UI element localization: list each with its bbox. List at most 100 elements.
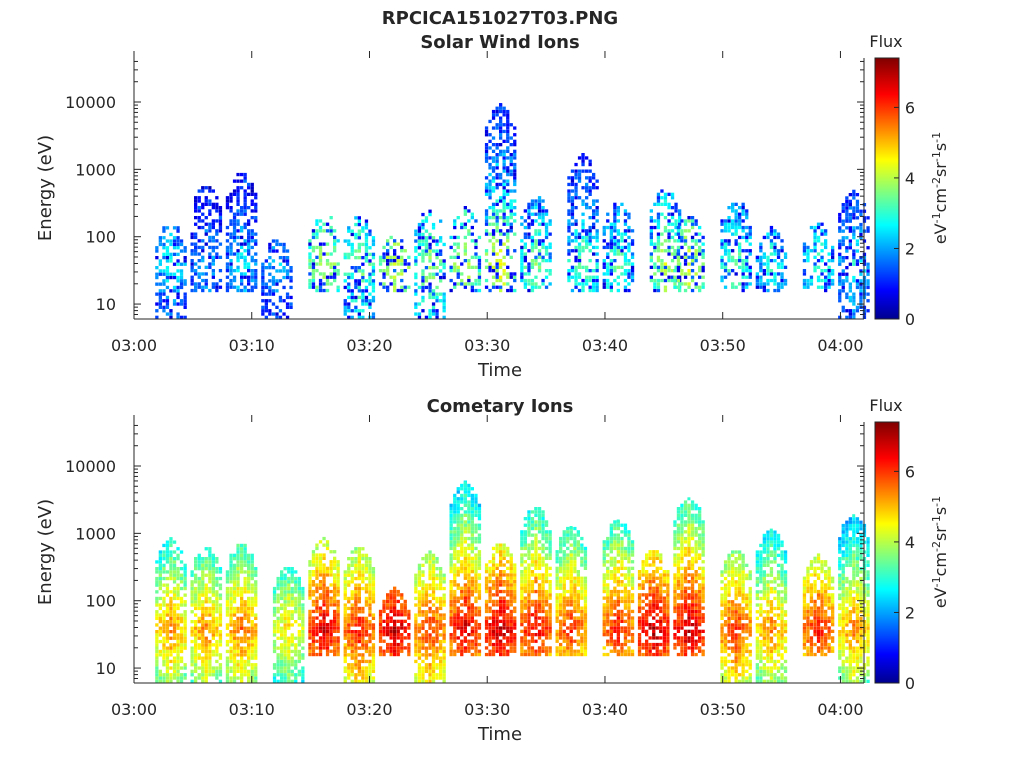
spectrogram-cell <box>544 225 549 230</box>
spectrogram-cell <box>308 619 312 623</box>
spectrogram-cell <box>172 262 177 266</box>
spectrogram-cell <box>456 517 460 521</box>
spectrogram-cell <box>470 530 474 534</box>
spectrogram-cell <box>190 242 194 246</box>
spectrogram-cell <box>176 226 180 230</box>
spectrogram-cell <box>488 139 492 143</box>
spectrogram-cell <box>491 232 496 236</box>
spectrogram-cell <box>491 156 496 160</box>
spectrogram-cell <box>236 567 240 571</box>
spectrogram-cell <box>616 229 620 233</box>
spectrogram-cell <box>656 232 661 236</box>
spectrogram-cell <box>211 673 215 677</box>
spectrogram-cell <box>268 292 272 296</box>
spectrogram-cell <box>841 282 845 286</box>
spectrogram-cell <box>165 576 170 581</box>
spectrogram-cell <box>417 580 422 584</box>
spectrogram-cell <box>357 219 361 223</box>
spectrogram-cell <box>280 593 284 597</box>
spectrogram-cell <box>656 265 661 269</box>
spectrogram-cell <box>414 636 418 640</box>
spectrogram-cell <box>325 570 330 574</box>
spectrogram-cell <box>179 643 184 647</box>
spectrogram-cell <box>218 206 223 210</box>
spectrogram-cell <box>368 653 372 657</box>
spectrogram-cell <box>378 633 383 637</box>
spectrogram-cell <box>318 649 323 653</box>
spectrogram-cell <box>354 620 358 624</box>
spectrogram-cell <box>357 285 361 290</box>
spectrogram-cell <box>211 282 215 286</box>
spectrogram-cell <box>322 629 326 633</box>
spectrogram-cell <box>495 182 499 187</box>
spectrogram-cell <box>731 232 735 236</box>
spectrogram-cell <box>155 570 159 574</box>
spectrogram-cell <box>428 666 432 670</box>
spectrogram-cell <box>698 239 702 243</box>
spectrogram-cell <box>417 302 422 306</box>
spectrogram-cell <box>421 590 425 594</box>
spectrogram-cell <box>537 206 542 210</box>
spectrogram-cell <box>333 603 337 607</box>
spectrogram-cell <box>442 259 446 263</box>
spectrogram-cell <box>183 563 187 567</box>
spectrogram-cell <box>268 299 272 303</box>
spectrogram-cell <box>361 669 365 673</box>
spectrogram-cell <box>204 222 208 226</box>
spectrogram-cell <box>361 262 365 266</box>
spectrogram-cell <box>250 639 254 644</box>
spectrogram-cell <box>240 663 244 667</box>
burst <box>414 550 446 683</box>
spectrogram-cell <box>783 278 788 283</box>
spectrogram-cell <box>229 278 233 283</box>
spectrogram-cell <box>204 586 208 591</box>
spectrogram-cell <box>463 520 467 524</box>
spectrogram-cell <box>499 182 503 187</box>
spectrogram-cell <box>859 292 863 296</box>
spectrogram-cell <box>431 222 436 227</box>
spectrogram-cell <box>158 616 162 620</box>
spectrogram-cell <box>232 610 237 614</box>
spectrogram-cell <box>194 557 198 561</box>
spectrogram-cell <box>378 259 383 263</box>
spectrogram-cell <box>592 199 596 203</box>
spectrogram-cell <box>506 216 510 220</box>
y-tick-label: 1000 <box>75 160 116 179</box>
spectrogram-cell <box>431 557 436 561</box>
spectrogram-cell <box>236 199 240 203</box>
spectrogram-cell <box>734 262 738 266</box>
spectrogram-cell <box>283 676 287 680</box>
spectrogram-cell <box>577 232 582 236</box>
spectrogram-cell <box>595 209 599 213</box>
spectrogram-cell <box>333 646 337 650</box>
spectrogram-cell <box>215 282 219 286</box>
spectrogram-cell <box>364 669 369 673</box>
spectrogram-cell <box>301 673 305 677</box>
spectrogram-cell <box>357 269 361 273</box>
spectrogram-cell <box>165 246 170 250</box>
spectrogram-cell <box>354 603 358 607</box>
spectrogram-cell <box>424 553 429 557</box>
spectrogram-cell <box>460 540 464 544</box>
spectrogram-cell <box>428 563 432 567</box>
spectrogram-cell <box>158 606 162 611</box>
spectrogram-cell <box>428 272 432 276</box>
spectrogram-cell <box>602 225 606 230</box>
spectrogram-cell <box>350 295 354 300</box>
spectrogram-cell <box>435 626 439 630</box>
spectrogram-cell <box>201 626 205 630</box>
spectrogram-cell <box>194 679 198 683</box>
spectrogram-cell <box>470 500 474 504</box>
spectrogram-cell <box>194 636 198 640</box>
spectrogram-cell <box>838 239 842 243</box>
spectrogram-cell <box>463 487 467 491</box>
spectrogram-cell <box>250 656 254 660</box>
burst <box>449 480 482 657</box>
spectrogram-cell <box>694 249 698 253</box>
spectrogram-cell <box>247 583 251 587</box>
spectrogram-cell <box>261 272 265 276</box>
spectrogram-cell <box>859 299 863 303</box>
spectrogram-cell <box>176 275 180 280</box>
spectrogram-cell <box>236 179 240 183</box>
spectrogram-cell <box>275 242 279 247</box>
